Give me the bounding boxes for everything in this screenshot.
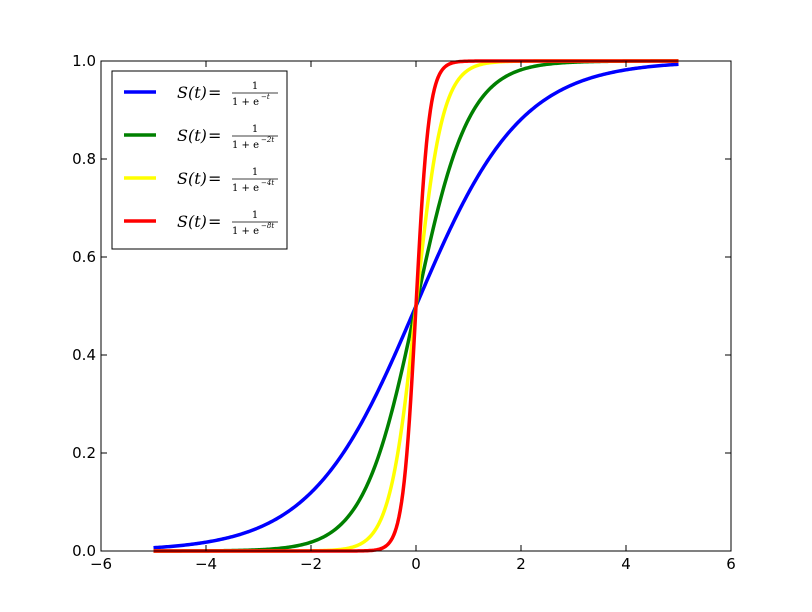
legend-denominator: 1 + e: [232, 97, 259, 108]
legend-exponent: −t: [261, 93, 270, 101]
legend-equals: =: [208, 212, 221, 231]
y-tick-label: 1.0: [72, 52, 96, 70]
x-tick-label: 2: [516, 555, 526, 573]
legend-exponent: −4t: [261, 179, 274, 187]
legend-denominator: 1 + e: [232, 183, 259, 194]
legend-entry-4: S(t) = 1 1 + e −8t: [124, 210, 278, 237]
legend-entry-3: S(t) = 1 1 + e −4t: [124, 167, 278, 194]
legend-equals: =: [208, 169, 221, 188]
legend-entry-1: S(t) = 1 1 + e −t: [124, 81, 278, 108]
x-tick-label: −6: [90, 555, 112, 573]
y-tick-label: 0.2: [72, 444, 96, 462]
legend-numerator: 1: [252, 167, 258, 178]
legend-exponent: −2t: [261, 136, 274, 144]
legend-lhs: S(t): [177, 212, 207, 231]
legend-equals: =: [208, 126, 221, 145]
x-tick-label: 0: [411, 555, 421, 573]
legend-denominator: 1 + e: [232, 140, 259, 151]
legend-numerator: 1: [252, 124, 258, 135]
legend-exponent: −8t: [261, 222, 274, 230]
legend-lhs: S(t): [177, 126, 207, 145]
y-tick-label: 0.8: [72, 150, 96, 168]
x-tick-label: −4: [195, 555, 217, 573]
legend-lhs: S(t): [177, 83, 207, 102]
x-tick-label: 6: [726, 555, 736, 573]
y-tick-label: 0.0: [72, 542, 96, 560]
x-tick-label: 4: [621, 555, 631, 573]
x-tick-label: −2: [300, 555, 322, 573]
legend-entry-2: S(t) = 1 1 + e −2t: [124, 124, 278, 151]
legend-denominator: 1 + e: [232, 226, 259, 237]
legend-numerator: 1: [252, 210, 258, 221]
legend: S(t) = 11 + e −tS(t) = 11 + e −2tS(t) = 11 + e −4…: [111, 70, 288, 250]
y-tick-label: 0.6: [72, 248, 96, 266]
ticks-layer: −6 −4 −2 0 2 4 6 0.0 0.2 0.4 0.6 0.8 1.0: [72, 52, 736, 573]
legend-lhs: S(t): [177, 169, 207, 188]
legend-numerator: 1: [252, 81, 258, 92]
y-tick-label: 0.4: [72, 346, 96, 364]
legend-equals: =: [208, 83, 221, 102]
